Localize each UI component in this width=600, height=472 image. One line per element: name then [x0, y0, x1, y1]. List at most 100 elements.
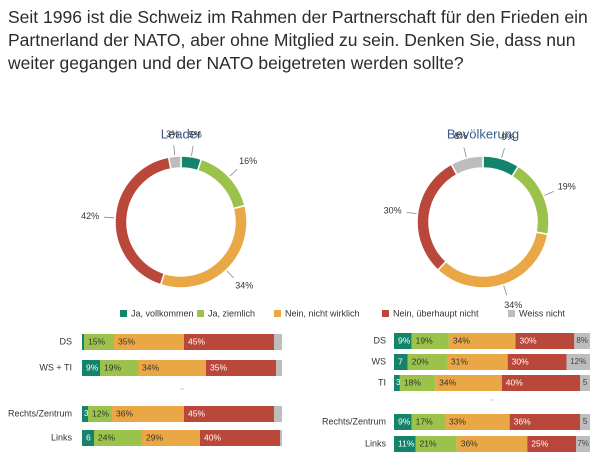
bar-segment: [138, 360, 206, 376]
bar-segment: [82, 406, 88, 422]
donut-leader-line: [229, 168, 238, 177]
bar-category-label: Rechts/Zentrum: [8, 408, 72, 418]
bar-segment: [580, 414, 590, 430]
donut-leader-line: [503, 285, 508, 296]
donut-title-1: Bevölkerung: [447, 126, 519, 141]
legend-swatch: [274, 310, 281, 317]
bar-data-label: 45%: [188, 336, 205, 346]
bar-data-label: 9%: [86, 362, 99, 372]
donut-title-0: Leader: [161, 126, 202, 141]
bar-segment: [280, 430, 282, 446]
bar-data-label: 45%: [188, 408, 205, 418]
bar-category-label: WS + TI: [39, 362, 72, 372]
bar-data-label: 34%: [439, 377, 456, 387]
bar-data-label: 8%: [576, 336, 588, 345]
donut-slice: [159, 204, 248, 289]
bar-data-label: 36%: [514, 416, 531, 426]
bar-data-label: 20%: [412, 356, 429, 366]
bar-segment: [184, 406, 274, 422]
bar-data-label: 30%: [520, 335, 537, 345]
bar-segment: [446, 354, 508, 370]
bar-data-label: 9%: [398, 416, 411, 426]
bar-segment: [394, 354, 408, 370]
donut-data-label: 3%: [166, 129, 179, 139]
donut-leader-line: [463, 147, 467, 158]
bar-segment: [276, 360, 282, 376]
bar-category-label: DS: [59, 336, 72, 346]
bar-data-label: 25%: [531, 438, 548, 448]
bar-segment: [507, 354, 567, 370]
bar-data-label: 31%: [451, 356, 468, 366]
donut-data-label: 5%: [189, 129, 202, 139]
bar-segment: [576, 436, 590, 452]
bar-segment: [274, 334, 282, 350]
bar-segment: [574, 333, 590, 349]
bar-data-label: 12%: [92, 408, 109, 418]
bar-segment: [394, 436, 416, 452]
bar-segment: [415, 436, 457, 452]
bar-segment: [456, 436, 528, 452]
donut-slice: [114, 156, 172, 286]
legend-label: Weiss nicht: [519, 308, 565, 318]
bar-data-label: 18%: [404, 377, 421, 387]
legend-label: Nein, nicht wirklich: [285, 308, 360, 318]
bar-segment: [566, 354, 590, 370]
bar-data-label: 40%: [204, 432, 221, 442]
bar-segment: [501, 375, 581, 391]
donut-slice: [196, 158, 246, 210]
donut-data-label: 30%: [384, 205, 402, 215]
bar-segment: [84, 334, 114, 350]
donut-slice: [416, 163, 459, 272]
donut-data-label: 34%: [235, 281, 253, 291]
donut-leader-line: [173, 145, 176, 156]
bar-segment: [82, 430, 94, 446]
donut-data-label: 9%: [502, 132, 515, 142]
bar-category-label: DS: [373, 335, 386, 345]
legend-label: Ja, ziemlich: [208, 308, 255, 318]
bar-segment: [200, 430, 280, 446]
donut-leader-line: [406, 211, 417, 214]
bar-data-label: 36%: [461, 438, 478, 448]
bar-data-label: 19%: [416, 335, 433, 345]
question-title: Seit 1996 ist die Schweiz im Rahmen der …: [8, 7, 588, 73]
bar-segment: [411, 414, 445, 430]
donut-leader-line: [191, 145, 194, 156]
bar-data-label: 30%: [512, 356, 529, 366]
bar-segment: [100, 360, 138, 376]
bar-category-label: TI: [378, 377, 386, 387]
donut-slice: [510, 165, 550, 236]
bar-segment: [399, 375, 436, 391]
bar-segment: [94, 430, 142, 446]
bar-data-label: 40%: [506, 377, 523, 387]
bar-segment: [580, 375, 590, 391]
bar-segment: [82, 334, 84, 350]
bar-data-label: 19%: [104, 362, 121, 372]
donut-data-label: 16%: [239, 156, 257, 166]
bar-data-label: 5: [583, 378, 588, 387]
bar-data-label: 36%: [116, 408, 133, 418]
bar-segment: [448, 333, 516, 349]
bar-segment: [444, 414, 510, 430]
bar-data-label: 33%: [449, 416, 466, 426]
bar-segment: [394, 375, 400, 391]
legend-swatch: [197, 310, 204, 317]
donut-slice: [436, 231, 549, 289]
legend-swatch: [382, 310, 389, 317]
donut-leader-line: [226, 270, 235, 279]
bar-segment: [206, 360, 276, 376]
bar-data-label: 11%: [398, 438, 415, 448]
donut-leader-line: [544, 191, 554, 196]
bar-data-label: 7%: [577, 439, 589, 448]
bar-data-label: 15%: [88, 336, 105, 346]
donut-data-label: 19%: [558, 181, 576, 191]
bar-category-label: WS: [372, 356, 387, 366]
bar-segment: [527, 436, 577, 452]
bar-segment: [509, 414, 581, 430]
bar-data-label: 21%: [420, 438, 437, 448]
bar-segment: [114, 334, 184, 350]
bar-category-label: Rechts/Zentrum: [322, 416, 386, 426]
bar-category-label: Links: [365, 438, 387, 448]
donut-data-label: 42%: [81, 211, 99, 221]
bar-data-label: 35%: [210, 362, 227, 372]
